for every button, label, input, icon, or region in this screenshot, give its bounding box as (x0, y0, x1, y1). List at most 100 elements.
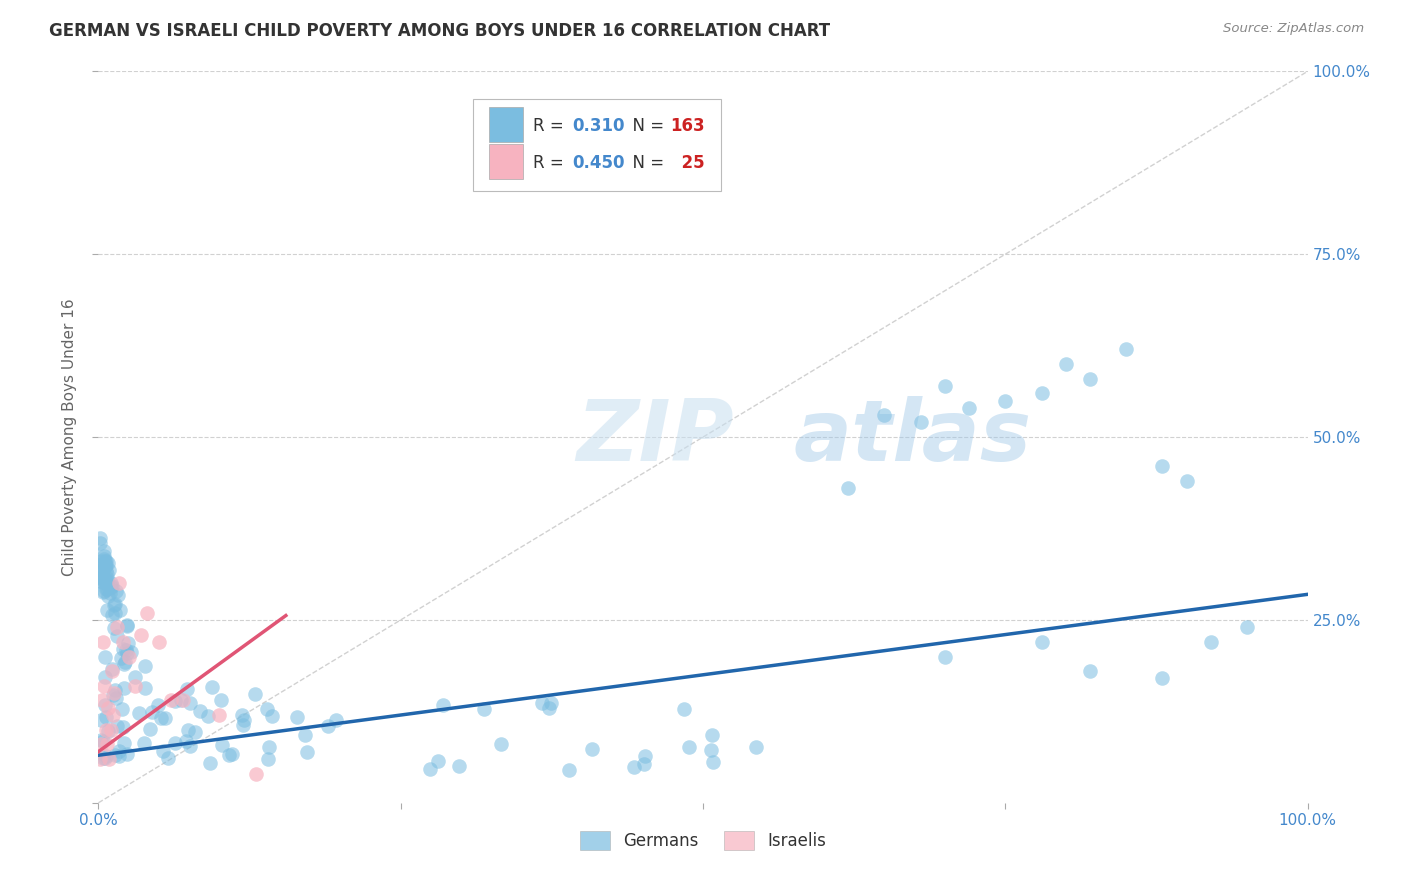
Point (96, 709, 118, 723)
Point (197, 708, 219, 723)
Legend: Germans, Israelis: Germans, Israelis (574, 824, 832, 856)
Text: N =: N = (621, 118, 669, 136)
Text: 163: 163 (671, 118, 704, 136)
Point (112, 657, 135, 672)
Point (103, 686, 125, 700)
Point (260, 708, 283, 723)
Point (837, 481, 859, 495)
Point (111, 702, 134, 716)
Point (232, 713, 254, 727)
Point (90, 554, 112, 568)
Point (558, 764, 581, 778)
Point (112, 681, 135, 695)
Point (101, 579, 124, 593)
Point (111, 641, 134, 656)
Point (934, 649, 956, 664)
Point (105, 620, 128, 634)
Text: R =: R = (533, 154, 568, 172)
Point (1078, 664, 1101, 678)
Point (128, 706, 150, 721)
Point (702, 728, 724, 742)
Point (91, 693, 114, 707)
Point (93, 557, 115, 571)
Point (89, 531, 111, 545)
Point (89, 571, 111, 585)
Point (179, 739, 201, 754)
Point (188, 704, 211, 718)
Point (96, 554, 118, 568)
Point (104, 682, 127, 697)
Point (101, 607, 124, 622)
Point (93, 750, 115, 764)
Point (134, 681, 156, 695)
Point (93, 670, 115, 684)
Point (232, 718, 254, 732)
Point (170, 693, 193, 707)
Text: 25: 25 (671, 154, 704, 172)
Point (100, 664, 122, 678)
Point (153, 711, 176, 725)
Text: atlas: atlas (793, 395, 1032, 479)
Text: GERMAN VS ISRAELI CHILD POVERTY AMONG BOYS UNDER 16 CORRELATION CHART: GERMAN VS ISRAELI CHILD POVERTY AMONG BO… (49, 22, 831, 40)
Point (101, 708, 124, 723)
Point (94, 582, 117, 596)
Point (538, 700, 561, 714)
Point (134, 659, 156, 673)
Point (581, 742, 603, 756)
Point (1152, 672, 1174, 686)
Point (104, 606, 127, 620)
Point (1175, 474, 1198, 488)
Text: Source: ZipAtlas.com: Source: ZipAtlas.com (1223, 22, 1364, 36)
Point (221, 747, 243, 762)
Point (94, 576, 117, 591)
Point (93, 679, 115, 693)
Point (110, 603, 132, 617)
Point (1031, 386, 1053, 401)
Point (94, 574, 117, 588)
Point (118, 649, 141, 664)
Point (100, 723, 122, 737)
Point (472, 702, 495, 716)
Point (163, 693, 186, 707)
Point (107, 588, 129, 602)
Point (98, 586, 121, 600)
Point (141, 705, 163, 719)
Point (172, 693, 194, 707)
Point (97, 723, 120, 738)
Point (97, 700, 120, 714)
Point (94, 558, 117, 572)
Point (94, 723, 117, 737)
Point (107, 744, 129, 758)
Point (184, 725, 207, 739)
Point (257, 752, 280, 766)
Point (94, 560, 117, 574)
Point (91, 561, 114, 575)
Point (297, 745, 319, 759)
Point (94, 573, 117, 587)
Point (124, 670, 146, 684)
Point (112, 720, 135, 734)
Point (285, 709, 308, 723)
Point (117, 646, 139, 660)
Point (115, 643, 138, 657)
Point (90, 565, 112, 579)
Point (633, 748, 655, 763)
Point (104, 747, 127, 762)
Bar (489, 107, 523, 143)
Y-axis label: Child Poverty Among Boys Under 16: Child Poverty Among Boys Under 16 (62, 298, 77, 576)
Point (243, 687, 266, 701)
Point (96, 577, 118, 591)
Point (97, 590, 120, 604)
Point (96, 566, 118, 581)
Point (160, 693, 183, 707)
Point (1115, 343, 1137, 357)
Point (114, 736, 136, 750)
Point (94, 749, 117, 764)
Point (873, 408, 896, 422)
Point (419, 762, 441, 776)
Point (910, 416, 932, 430)
Point (93, 551, 115, 566)
Point (114, 655, 136, 669)
Point (531, 696, 554, 710)
Point (105, 690, 128, 705)
